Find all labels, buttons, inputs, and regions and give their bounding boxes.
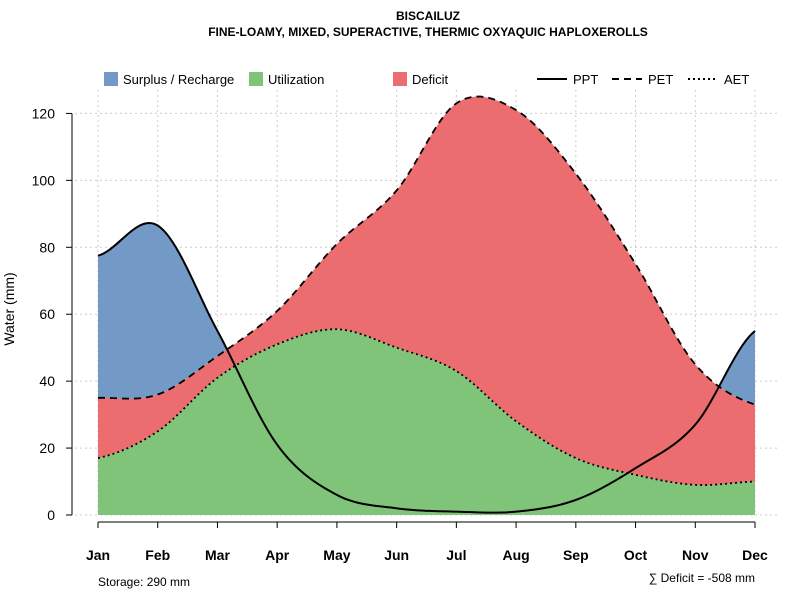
legend-label-0: Surplus / Recharge (123, 72, 234, 87)
legend-line-label-ppt: PPT (573, 72, 598, 87)
y-tick-label: 100 (32, 172, 56, 188)
axes: 0 20 40 60 80 100 120 Jan Feb Mar Apr May Jun Jul Aug S… (32, 105, 768, 563)
series-lines (97, 95, 756, 514)
x-tick-label-aug: Aug (502, 547, 529, 563)
legend-swatch-1 (249, 72, 263, 86)
x-tick-label-dec: Dec (742, 547, 768, 563)
y-tick-label: 60 (39, 306, 55, 322)
x-tick-label-jun: Jun (384, 547, 409, 563)
line-aet (97, 328, 756, 486)
storage-annotation: Storage: 290 mm (98, 575, 190, 589)
legend-label-2: Deficit (412, 72, 449, 87)
x-tick-label-sep: Sep (563, 547, 589, 563)
legend-swatch-2 (393, 72, 407, 86)
chart-subtitle: FINE-LOAMY, MIXED, SUPERACTIVE, THERMIC … (208, 25, 648, 39)
deficit-area (98, 96, 755, 486)
deficit-annotation: ∑ Deficit = -508 mm (649, 571, 755, 585)
area-fills (98, 96, 755, 515)
line-ppt (97, 221, 756, 514)
x-tick-label-feb: Feb (145, 547, 170, 563)
x-tick-label-oct: Oct (624, 547, 648, 563)
y-tick-label: 40 (39, 373, 55, 389)
legend-label-1: Utilization (268, 72, 324, 87)
surplus-area (98, 96, 755, 405)
y-tick-label: 80 (39, 239, 55, 255)
y-axis-label: Water (mm) (1, 272, 17, 345)
x-tick-label-jan: Jan (86, 547, 110, 563)
y-tick-label: 120 (32, 105, 56, 121)
legend: Surplus / Recharge Utilization Deficit PPT P… (104, 72, 749, 87)
y-tick-label: 0 (47, 507, 55, 523)
x-tick-label-apr: Apr (265, 547, 290, 563)
line-pet (97, 95, 756, 406)
legend-swatch-0 (104, 72, 118, 86)
legend-line-label-aet: AET (724, 72, 749, 87)
x-tick-label-may: May (323, 547, 350, 563)
x-tick-label-jul: Jul (446, 547, 466, 563)
utilization-area (98, 329, 755, 515)
legend-line-label-pet: PET (648, 72, 673, 87)
x-tick-label-mar: Mar (205, 547, 230, 563)
y-tick-label: 20 (39, 440, 55, 456)
chart-title: BISCAILUZ (396, 9, 460, 23)
x-tick-label-nov: Nov (682, 547, 709, 563)
